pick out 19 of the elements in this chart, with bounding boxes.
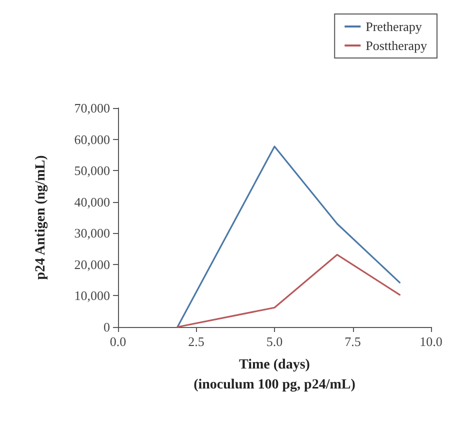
y-tick-label: 30,000 — [74, 226, 110, 241]
line-series — [176, 146, 400, 328]
y-tick-label: 40,000 — [74, 194, 110, 210]
x-tick-label: 7.5 — [344, 334, 361, 349]
y-tick-label: 60,000 — [74, 132, 110, 147]
y-axis-title: p24 Antigen (ng/mL) — [34, 154, 48, 280]
y-tick-label: 0 — [104, 320, 110, 334]
y-tick-label: 50,000 — [74, 163, 110, 178]
x-axis-title: Time (days) (inoculum 100 pg, p24/mL) — [194, 358, 356, 392]
line-series — [176, 254, 400, 328]
x-tick-label: 5.0 — [266, 334, 283, 349]
y-tick-label: 10,000 — [74, 288, 110, 304]
y-tick-label: 70,000 — [74, 100, 110, 116]
legend-label: Pretherapy — [366, 19, 422, 34]
x-tick-label: 0.0 — [110, 334, 126, 349]
x-tick-label: 2.5 — [188, 334, 204, 349]
x-tick-label: 10.0 — [420, 334, 442, 349]
y-tick-label: 20,000 — [74, 256, 110, 272]
legend-label: Posttherapy — [366, 38, 428, 53]
